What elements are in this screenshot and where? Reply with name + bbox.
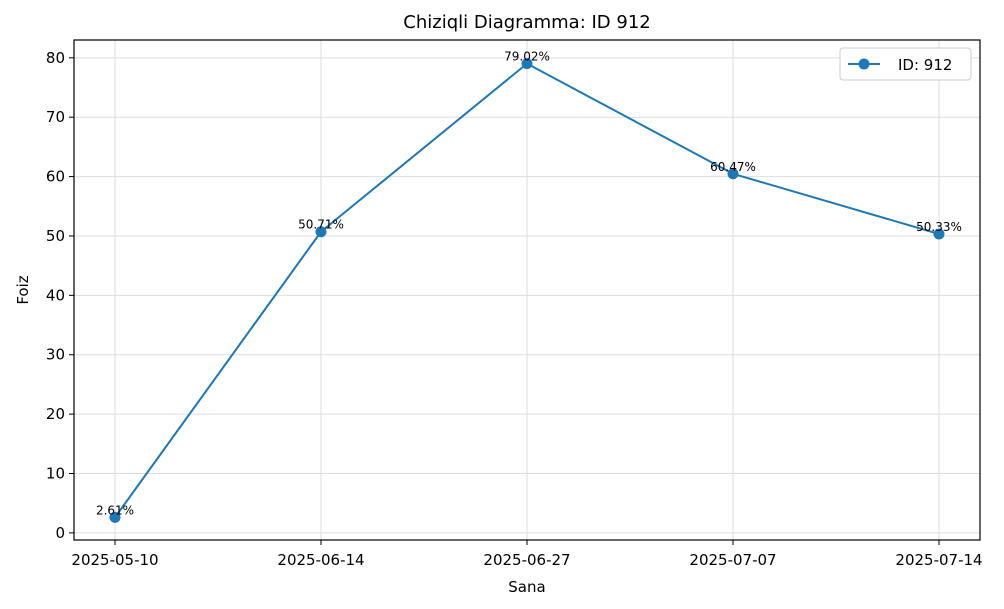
y-axis-ticks: 0 10 20 30 40 50 60 70 80 bbox=[46, 49, 74, 542]
y-tick-label: 30 bbox=[46, 346, 65, 364]
legend-marker bbox=[858, 58, 870, 70]
grid-lines bbox=[74, 40, 980, 540]
x-tick-label: 2025-07-14 bbox=[895, 551, 982, 569]
data-point bbox=[727, 168, 739, 180]
x-tick-label: 2025-05-10 bbox=[71, 551, 158, 569]
y-tick-label: 0 bbox=[55, 524, 65, 542]
y-tick-label: 20 bbox=[46, 405, 65, 423]
legend-box bbox=[839, 47, 972, 81]
data-label: 60.47% bbox=[710, 160, 756, 174]
data-point bbox=[521, 58, 533, 70]
legend: ID: 912 bbox=[839, 47, 972, 81]
data-point bbox=[933, 228, 945, 240]
y-tick-label: 70 bbox=[46, 108, 65, 126]
series-id-912: 2.61% 50.71% 79.02% 60.47% 50.33% bbox=[96, 50, 962, 523]
data-point bbox=[109, 511, 121, 523]
legend-label: ID: 912 bbox=[898, 56, 952, 74]
y-axis-label: Foiz bbox=[14, 275, 32, 304]
data-point bbox=[315, 226, 327, 238]
y-tick-label: 50 bbox=[46, 227, 65, 245]
y-tick-label: 10 bbox=[46, 464, 65, 482]
chart-title: Chiziqli Diagramma: ID 912 bbox=[403, 12, 650, 33]
data-label: 2.61% bbox=[96, 503, 134, 517]
y-tick-label: 40 bbox=[46, 286, 65, 304]
data-label: 79.02% bbox=[504, 50, 550, 64]
data-label: 50.33% bbox=[916, 220, 962, 234]
x-axis-label: Sana bbox=[508, 578, 545, 596]
x-axis-ticks: 2025-05-10 2025-06-14 2025-06-27 2025-07-07… bbox=[71, 540, 983, 569]
x-tick-label: 2025-07-07 bbox=[689, 551, 776, 569]
data-label: 50.71% bbox=[298, 218, 344, 232]
x-tick-label: 2025-06-14 bbox=[277, 551, 364, 569]
x-tick-label: 2025-06-27 bbox=[483, 551, 570, 569]
y-tick-label: 80 bbox=[46, 49, 65, 67]
y-tick-label: 60 bbox=[46, 168, 65, 186]
